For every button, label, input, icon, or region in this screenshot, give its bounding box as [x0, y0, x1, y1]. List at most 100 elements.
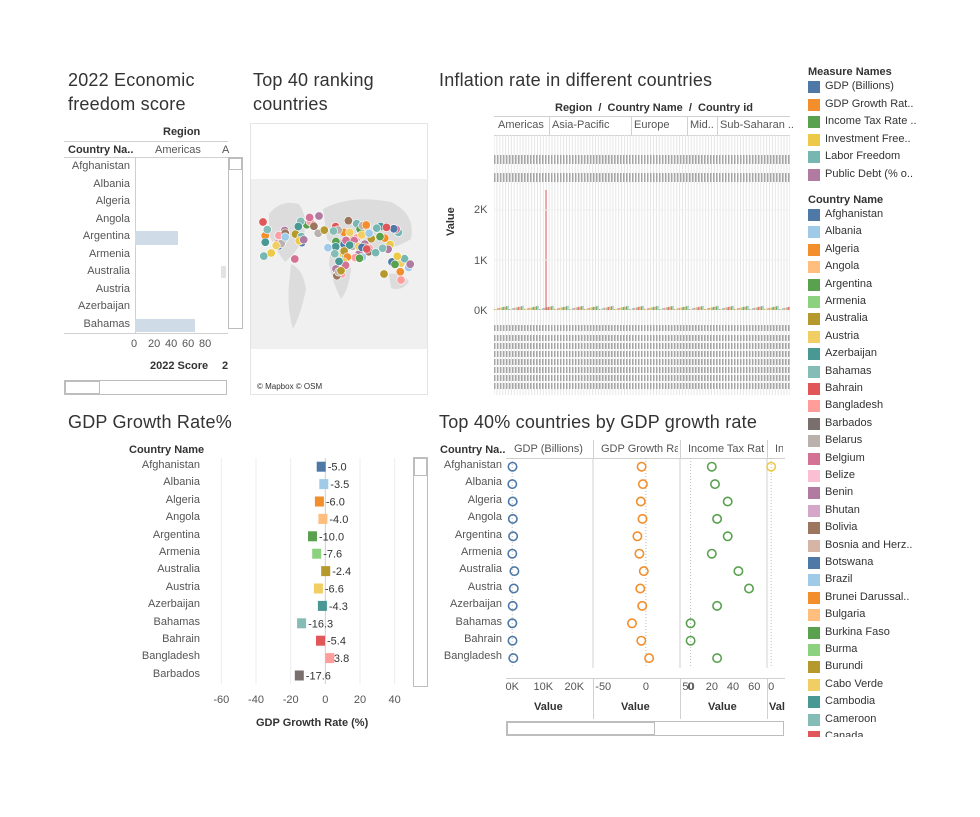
map-marker[interactable]: [299, 235, 309, 245]
panel4-vertical-scrollbar[interactable]: [413, 457, 428, 687]
panel5-dot[interactable]: [637, 479, 648, 490]
map-marker[interactable]: [392, 251, 402, 261]
panel4-bar[interactable]: [318, 513, 328, 524]
panel5-dot[interactable]: [507, 600, 518, 611]
map-attribution[interactable]: © Mapbox © OSM: [257, 382, 323, 391]
map-marker[interactable]: [314, 211, 324, 221]
panel5-dot[interactable]: [507, 461, 518, 472]
panel4-bar[interactable]: [319, 479, 329, 490]
panel5-dot[interactable]: [634, 548, 645, 559]
panel5-dot[interactable]: [636, 635, 647, 646]
panel4-bar[interactable]: [321, 566, 331, 577]
inflation-chart[interactable]: [494, 135, 790, 395]
panel5-dot[interactable]: [637, 513, 648, 524]
map-marker[interactable]: [405, 259, 415, 269]
panel5-dot[interactable]: [744, 583, 755, 594]
map-marker[interactable]: [371, 248, 381, 258]
map-marker[interactable]: [382, 222, 392, 232]
panel5-dot[interactable]: [638, 566, 649, 577]
map-marker[interactable]: [271, 241, 281, 251]
panel5-dot[interactable]: [508, 583, 519, 594]
map-marker[interactable]: [262, 225, 272, 235]
panel5-dot[interactable]: [508, 653, 519, 664]
panel1-bar[interactable]: [135, 231, 178, 245]
panel5-dot[interactable]: [644, 653, 655, 664]
map-marker[interactable]: [389, 224, 399, 234]
panel5-horizontal-scrollbar[interactable]: [506, 721, 784, 736]
panel4-bar[interactable]: [317, 600, 327, 611]
map-markers[interactable]: [251, 124, 427, 394]
map-marker[interactable]: [329, 226, 339, 236]
panel5-dot[interactable]: [635, 583, 646, 594]
map-marker[interactable]: [378, 243, 388, 253]
panel5-hscroll-thumb[interactable]: [507, 722, 655, 735]
panel5-dot[interactable]: [712, 653, 723, 664]
panel4-bar[interactable]: [313, 583, 323, 594]
map-marker[interactable]: [362, 244, 372, 254]
map-marker[interactable]: [336, 266, 346, 276]
map-marker[interactable]: [375, 232, 385, 242]
gdp-growth-chart[interactable]: -5.0 -3.5 -6.0 -4.0 -10.0 -7.6 -2.4 -6.6 -4.3 -16…: [204, 458, 412, 684]
map-marker[interactable]: [293, 222, 303, 232]
map-marker[interactable]: [266, 248, 276, 258]
panel5-dot[interactable]: [637, 600, 648, 611]
panel5-dot[interactable]: [706, 461, 717, 472]
panel5-dot[interactable]: [632, 531, 643, 542]
map-marker[interactable]: [290, 254, 300, 264]
panel5-dot[interactable]: [722, 496, 733, 507]
panel5-dot[interactable]: [507, 513, 518, 524]
panel5-dot[interactable]: [685, 635, 696, 646]
map-marker[interactable]: [357, 230, 367, 240]
map-marker[interactable]: [395, 267, 405, 277]
map-marker[interactable]: [364, 228, 374, 238]
panel1-vertical-scrollbar[interactable]: [228, 157, 243, 329]
panel5-dot[interactable]: [635, 496, 646, 507]
panel5-dot[interactable]: [636, 461, 647, 472]
map-marker[interactable]: [305, 213, 315, 223]
map-marker[interactable]: [260, 237, 270, 247]
panel1-horizontal-scrollbar[interactable]: [64, 380, 227, 395]
panel4-bar[interactable]: [294, 670, 304, 681]
panel1-vscroll-thumb[interactable]: [229, 158, 242, 170]
map-marker[interactable]: [396, 275, 406, 285]
map-marker[interactable]: [343, 216, 353, 226]
panel5-dot[interactable]: [507, 635, 518, 646]
panel5-dot[interactable]: [722, 531, 733, 542]
panel5-dot[interactable]: [766, 461, 777, 472]
map-marker[interactable]: [361, 220, 371, 230]
panel5-dot[interactable]: [710, 479, 721, 490]
panel5-dot[interactable]: [706, 548, 717, 559]
map-marker[interactable]: [323, 243, 333, 253]
panel5-dot[interactable]: [507, 479, 518, 490]
panel5-dot[interactable]: [627, 618, 638, 629]
panel4-bar[interactable]: [325, 653, 335, 664]
panel5-dot[interactable]: [508, 531, 519, 542]
map-marker[interactable]: [280, 232, 290, 242]
top40-dot-chart[interactable]: [506, 458, 785, 668]
panel5-dot[interactable]: [712, 600, 723, 611]
map-marker[interactable]: [390, 259, 400, 269]
panel5-dot[interactable]: [733, 566, 744, 577]
map-marker[interactable]: [330, 249, 340, 259]
panel4-bar[interactable]: [316, 635, 325, 646]
map-marker[interactable]: [258, 217, 268, 227]
panel4-bar[interactable]: [312, 548, 322, 559]
world-map[interactable]: © Mapbox © OSM: [250, 123, 428, 395]
panel5-dot[interactable]: [685, 618, 696, 629]
panel4-bar[interactable]: [308, 531, 317, 542]
map-marker[interactable]: [345, 227, 355, 237]
map-marker[interactable]: [379, 269, 389, 279]
map-marker[interactable]: [334, 256, 344, 266]
panel5-dot[interactable]: [507, 496, 518, 507]
panel5-dot[interactable]: [712, 513, 723, 524]
panel4-bar[interactable]: [316, 461, 326, 472]
panel1-hscroll-thumb[interactable]: [65, 381, 100, 394]
panel5-dot[interactable]: [507, 618, 518, 629]
panel4-bar[interactable]: [314, 496, 324, 507]
map-marker[interactable]: [309, 221, 319, 231]
panel4-vscroll-thumb[interactable]: [414, 458, 427, 476]
panel5-dot[interactable]: [509, 566, 520, 577]
map-marker[interactable]: [345, 240, 355, 250]
panel4-bar[interactable]: [297, 618, 307, 629]
map-marker[interactable]: [372, 223, 382, 233]
